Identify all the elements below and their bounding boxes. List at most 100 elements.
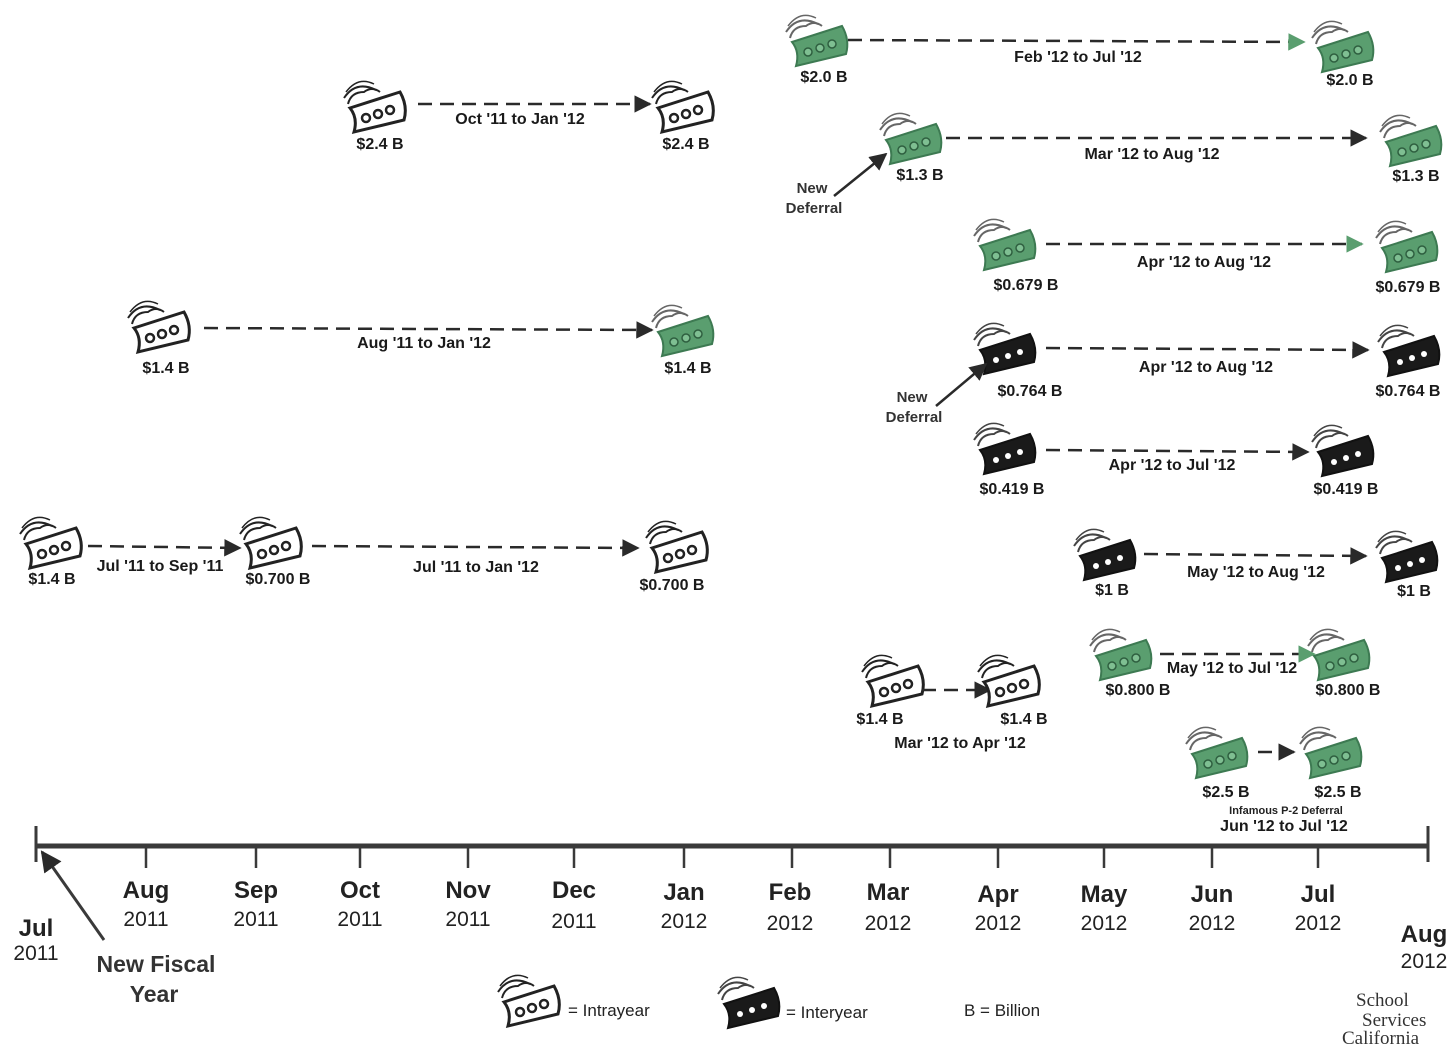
money-wings-dark-icon [1311,424,1375,477]
year-label: 2012 [975,912,1022,935]
from-amount: $1.4 B [142,360,189,377]
from-amount: $2.4 B [356,136,403,153]
deferral-may-aug-1: $1 B May '12 to Aug '12 $1 B [1073,528,1439,600]
money-wings-dark-icon [973,422,1037,475]
month-label: Aug [123,877,170,904]
money-wings-green-icon [785,14,849,67]
deferral-arrow [87,539,242,557]
from-amount: $1.3 B [896,167,943,184]
to-amount: $1 B [1397,583,1431,600]
to-amount: $0.700 B [640,577,705,594]
from-amount: $2.0 B [800,69,847,86]
date-range: Apr '12 to Aug '12 [1139,359,1273,376]
fiscal-year-label: New Fiscal [97,951,216,977]
money-wings-outline-icon [976,653,1041,708]
money-wings-green-icon [879,112,943,165]
date-range: Mar '12 to Apr '12 [894,735,1026,752]
year-label: 2011 [233,908,278,931]
from-amount: $1 B [1095,582,1129,599]
logo-text: School [1356,990,1409,1011]
month-label: Aug [1401,921,1448,948]
date-range: Apr '12 to Aug '12 [1137,254,1271,271]
date-range: Jul '11 to Jan '12 [413,559,539,576]
date-range: Feb '12 to Jul '12 [1014,49,1142,66]
month-label: Apr [977,881,1018,908]
money-wings-outline-icon [342,79,407,134]
money-wings-outline-icon [18,515,83,570]
deferral-arrow [1045,443,1310,461]
legend-intrayear: = Intrayear [568,1001,650,1020]
date-range: Aug '11 to Jan '12 [357,335,491,352]
from-amount: $1.4 B [856,711,903,728]
deferral-apr-jul-419: $0.419 B Apr '12 to Jul '12 $0.419 B [973,422,1379,498]
month-label: May [1081,881,1128,908]
year-label: 2012 [865,912,912,935]
to-amount: $0.764 B [1376,383,1441,400]
money-wings-dark-icon [717,976,781,1029]
fiscal-year-label: Year [130,981,179,1007]
deferral-arrow [1045,341,1370,359]
deferral-arrow [1143,547,1368,565]
new-deferral-pointer [833,152,888,197]
money-wings-green-icon [1185,726,1249,779]
money-wings-dark-icon [1073,528,1137,581]
logo-text: Services [1362,1010,1426,1031]
month-label: Oct [340,877,380,904]
date-range: Jul '11 to Sep '11 [97,558,224,575]
month-label: Jan [663,879,704,906]
month-label: Feb [769,879,812,906]
date-range: May '12 to Jul '12 [1167,660,1297,677]
money-wings-green-icon [1299,726,1363,779]
date-range: Apr '12 to Jul '12 [1109,457,1236,474]
month-label: Sep [234,877,278,904]
year-label: 2012 [767,912,814,935]
to-amount: $0.419 B [1314,481,1379,498]
deferral-oct-jan: $2.4 B Oct '11 to Jan '12 $2.4 B [342,79,715,153]
money-wings-green-icon [1307,628,1371,681]
legend: = Intrayear = Interyear B = Billion [496,973,1040,1029]
to-amount: $2.5 B [1314,784,1361,801]
deferral-aug-jan: $1.4 B Aug '11 to Jan '12 $1.4 B [126,299,715,377]
to-amount: $1.4 B [664,360,711,377]
deferral-mar-aug-12: $1.3 B Mar '12 to Aug '12 $1.3 B New Def… [786,112,1443,217]
money-wings-green-icon [1089,628,1153,681]
month-label: Jun [1191,881,1234,908]
month-label: Nov [445,877,491,904]
deferral-jun-jul-12: $2.5 B $2.5 B Infamous P-2 Deferral Jun … [1185,726,1363,835]
deferral-feb-jul-12: $2.0 B Feb '12 to Jul '12 $2.0 B [785,14,1375,89]
to-amount: $0.679 B [1376,279,1441,296]
new-deferral-label: Deferral [886,409,943,426]
to-amount: $2.0 B [1326,72,1373,89]
month-label: Jul [19,915,54,942]
deferral-jul-jan: Jul '11 to Jan '12 $0.700 B [311,519,709,594]
month-label: Dec [552,877,596,904]
year-label: 2011 [13,942,58,965]
to-amount: $1.4 B [1000,711,1047,728]
money-wings-dark-icon [1375,530,1439,583]
deferral-apr-aug-679: $0.679 B Apr '12 to Aug '12 $0.679 B [973,218,1441,296]
money-wings-outline-icon [496,973,561,1028]
money-wings-green-icon [1379,114,1443,167]
from-amount: $0.419 B [980,481,1045,498]
to-amount: $0.800 B [1316,682,1381,699]
school-services-logo: School Services California [1342,990,1426,1048]
date-range: Jun '12 to Jul '12 [1220,818,1348,835]
year-label: 2012 [1081,912,1128,935]
new-deferral-pointer [935,362,988,407]
deferral-may-jul-800: $0.800 B May '12 to Jul '12 $0.800 B [1089,628,1381,699]
year-label: 2011 [551,910,596,933]
logo-text: California [1342,1028,1420,1048]
deferral-arrow [847,33,1306,51]
fiscal-year-pointer [40,850,106,941]
money-wings-green-icon [1375,220,1439,273]
money-wings-green-icon [1311,20,1375,73]
new-deferral-label: New [897,389,928,406]
money-wings-outline-icon [860,653,925,708]
legend-billion: B = Billion [964,1001,1040,1020]
from-amount: $0.800 B [1106,682,1171,699]
timeline-axis: Jul2011Aug2011Sep2011Oct2011Nov2011Dec20… [13,826,1447,1007]
date-range: May '12 to Aug '12 [1187,564,1325,581]
date-range: Oct '11 to Jan '12 [455,111,585,128]
money-wings-outline-icon [650,79,715,134]
money-wings-green-icon [973,218,1037,271]
